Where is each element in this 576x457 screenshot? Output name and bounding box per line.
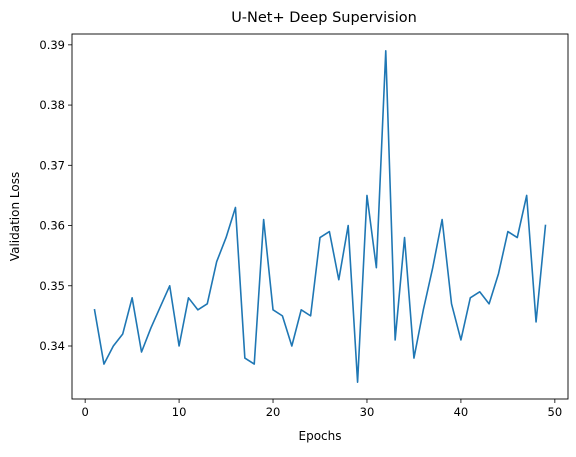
y-tick-label: 0.35 xyxy=(39,279,65,293)
y-tick-label: 0.37 xyxy=(39,158,65,172)
y-tick-label: 0.34 xyxy=(39,339,65,353)
x-tick-label: 50 xyxy=(548,405,563,419)
y-axis-label: Validation Loss xyxy=(8,172,22,261)
x-tick-label: 0 xyxy=(81,405,88,419)
x-axis-label: Epochs xyxy=(299,429,342,443)
y-tick-label: 0.38 xyxy=(39,98,65,112)
y-tick-label: 0.36 xyxy=(39,219,65,233)
chart-title: U-Net+ Deep Supervision xyxy=(231,10,417,26)
x-tick-label: 20 xyxy=(266,405,281,419)
x-tick-label: 10 xyxy=(172,405,187,419)
x-tick-label: 30 xyxy=(360,405,375,419)
x-tick-label: 40 xyxy=(454,405,469,419)
y-tick-label: 0.39 xyxy=(39,38,65,52)
